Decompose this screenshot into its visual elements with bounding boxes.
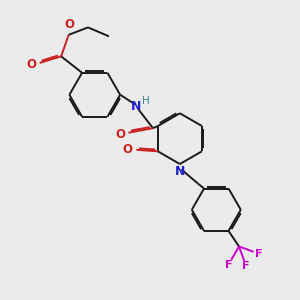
Text: F: F <box>255 249 262 259</box>
Text: F: F <box>225 260 232 270</box>
Text: F: F <box>242 261 250 271</box>
Text: H: H <box>142 96 149 106</box>
Text: N: N <box>175 165 185 178</box>
Text: O: O <box>64 18 74 31</box>
Text: O: O <box>26 58 36 71</box>
Text: O: O <box>123 143 133 156</box>
Text: N: N <box>131 100 142 113</box>
Text: O: O <box>115 128 125 141</box>
